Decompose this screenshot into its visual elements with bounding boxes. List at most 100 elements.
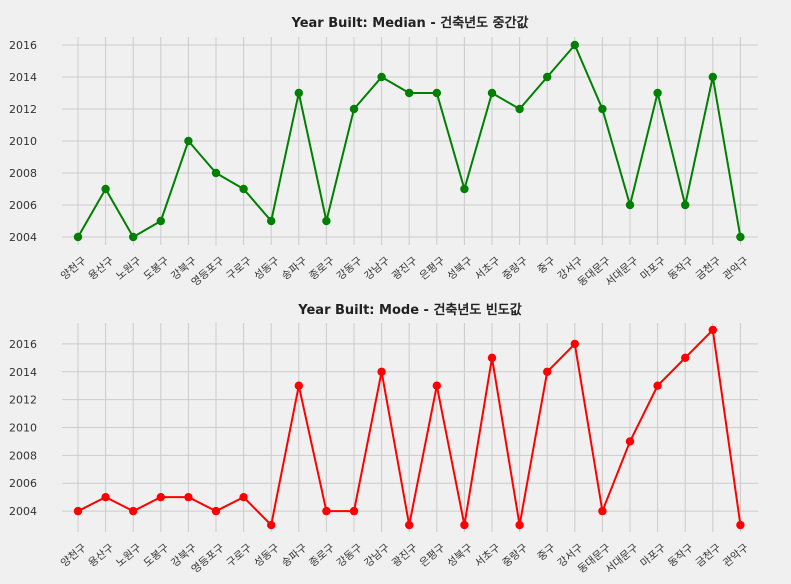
- x-tick-label: 도봉구: [142, 542, 172, 570]
- data-point: [405, 88, 414, 98]
- x-tick-label: 동작구: [666, 255, 696, 283]
- mode-chart: Year Built: Mode - 건축년도 빈도값 2004 2006 2008…: [9, 302, 758, 576]
- chart-title-median: Year Built: Median - 건축년도 중간값: [291, 15, 529, 31]
- data-point: [377, 367, 386, 376]
- x-tick-label: 강동구: [335, 542, 365, 570]
- data-point: [653, 88, 662, 98]
- data-point: [543, 72, 552, 82]
- x-tick-label: 성북구: [445, 255, 475, 283]
- x-tick-label: 중랑구: [500, 255, 530, 283]
- y-tick-label: 2008: [9, 167, 37, 180]
- x-tick-label: 광진구: [390, 542, 420, 570]
- data-point: [736, 232, 745, 242]
- data-point: [184, 136, 193, 146]
- y-tick-label: 2008: [9, 449, 37, 462]
- data-point: [625, 200, 635, 210]
- x-tick-label: 중랑구: [500, 542, 530, 570]
- x-tick-label: 용산구: [86, 542, 116, 570]
- x-tick-label: 송파구: [280, 542, 310, 570]
- data-point: [239, 184, 248, 194]
- data-point: [184, 492, 193, 502]
- x-tick-label: 강남구: [362, 542, 392, 570]
- data-point: [101, 492, 110, 502]
- data-point: [432, 381, 441, 390]
- data-point: [322, 506, 331, 516]
- x-tick-label: 종로구: [307, 255, 337, 283]
- x-tick-label: 관악구: [721, 542, 751, 570]
- x-tick-label: 노원구: [114, 255, 144, 283]
- x-tick-label: 서초구: [473, 255, 503, 283]
- data-point: [681, 200, 690, 210]
- x-tick-label: 금천구: [694, 542, 724, 570]
- data-point: [460, 520, 469, 530]
- data-point: [736, 520, 745, 530]
- data-point: [681, 353, 690, 363]
- data-point: [570, 40, 579, 50]
- data-point: [294, 88, 303, 98]
- data-point: [708, 325, 717, 335]
- data-point: [487, 353, 497, 363]
- data-point: [625, 437, 635, 446]
- data-point: [377, 72, 386, 82]
- x-tick-label: 양천구: [59, 542, 89, 570]
- y-tick-label: 2006: [9, 477, 37, 490]
- x-tick-label: 용산구: [86, 255, 116, 283]
- x-tick-label: 강동구: [335, 255, 365, 283]
- data-point: [267, 520, 276, 530]
- data-point: [239, 492, 248, 502]
- x-tick-label: 송파구: [280, 255, 310, 283]
- x-tick-label: 동작구: [666, 542, 696, 570]
- x-tick-label: 구로구: [224, 542, 254, 570]
- y-tick-label: 2012: [9, 394, 37, 407]
- data-point: [101, 184, 110, 194]
- data-point: [211, 506, 221, 516]
- x-tick-label: 성동구: [252, 542, 282, 570]
- data-point: [73, 232, 83, 242]
- data-point: [653, 381, 662, 390]
- y-tick-label: 2004: [9, 505, 37, 518]
- data-point: [349, 506, 359, 516]
- data-point: [515, 104, 524, 114]
- x-tick-label: 서초구: [473, 542, 503, 570]
- y-tick-label: 2016: [9, 338, 37, 351]
- data-point: [708, 72, 717, 82]
- y-tick-label: 2012: [9, 103, 37, 116]
- x-tick-label: 종로구: [307, 542, 337, 570]
- data-point: [543, 367, 552, 376]
- data-point: [156, 216, 165, 226]
- x-tick-label: 금천구: [694, 255, 724, 283]
- data-point: [349, 104, 359, 114]
- data-point: [515, 520, 524, 530]
- data-point: [73, 506, 83, 516]
- median-chart: Year Built: Median - 건축년도 중간값 2004 2006 20…: [9, 15, 758, 289]
- chart-title-mode: Year Built: Mode - 건축년도 빈도값: [297, 302, 521, 318]
- data-point: [129, 506, 138, 516]
- data-point: [211, 168, 221, 178]
- data-point: [156, 492, 165, 502]
- data-point: [487, 88, 497, 98]
- data-point: [294, 381, 303, 390]
- data-point: [405, 520, 414, 530]
- data-point: [598, 506, 607, 516]
- data-point: [432, 88, 441, 98]
- data-point: [570, 339, 579, 349]
- data-point: [267, 216, 276, 226]
- y-tick-label: 2004: [9, 231, 37, 244]
- y-tick-label: 2014: [9, 366, 37, 379]
- x-tick-label: 강남구: [362, 255, 392, 283]
- x-tick-label: 은평구: [418, 542, 448, 570]
- data-point: [598, 104, 607, 114]
- x-tick-label: 광진구: [390, 255, 420, 283]
- x-tick-label: 도봉구: [142, 255, 172, 283]
- y-tick-label: 2014: [9, 71, 37, 84]
- x-tick-label: 노원구: [114, 542, 144, 570]
- x-tick-label: 마포구: [638, 542, 668, 570]
- x-tick-label: 양천구: [59, 255, 89, 283]
- x-tick-label: 성북구: [445, 542, 475, 570]
- x-tick-label: 구로구: [224, 255, 254, 283]
- x-tick-label: 은평구: [418, 255, 448, 283]
- x-tick-label: 성동구: [252, 255, 282, 283]
- x-tick-label: 관악구: [721, 255, 751, 283]
- y-tick-label: 2016: [9, 39, 37, 52]
